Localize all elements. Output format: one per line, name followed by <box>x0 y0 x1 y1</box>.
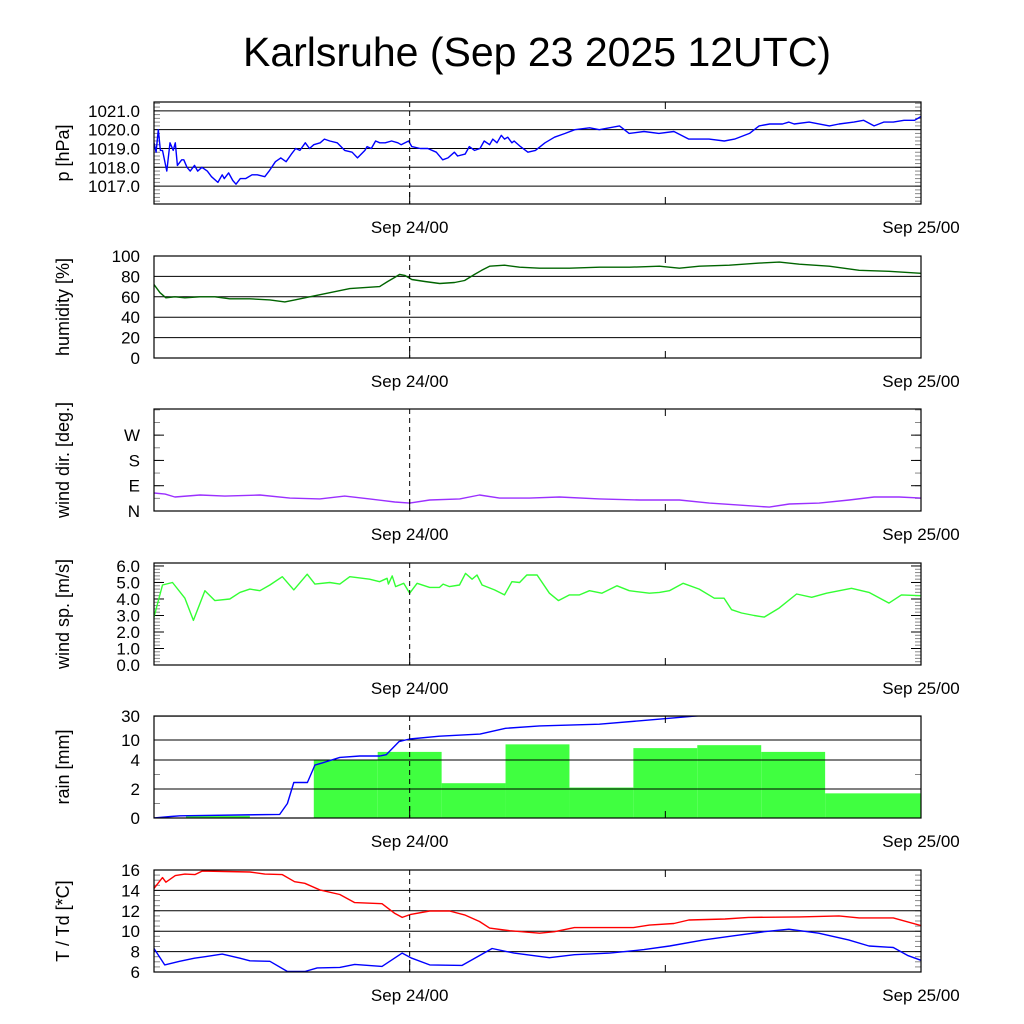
plot-frame <box>153 101 922 205</box>
y-tick-label: 2.0 <box>116 623 140 642</box>
chart-title: Karlsruhe (Sep 23 2025 12UTC) <box>243 29 831 75</box>
x-tick-label: Sep 25/00 <box>882 679 960 698</box>
y-axis-label: rain [mm] <box>53 729 73 804</box>
y-axis-label: p [hPa] <box>53 124 73 181</box>
y-axis-label: T / Td [*C] <box>53 880 73 961</box>
y-tick-label: 12 <box>121 902 140 921</box>
series-line-pressure <box>154 115 921 185</box>
y-tick-label: S <box>129 451 140 470</box>
y-tick-label: 4.0 <box>116 590 140 609</box>
y-tick-label: 10 <box>121 922 140 941</box>
y-axis-label: humidity [%] <box>53 258 73 356</box>
rain-bar <box>825 793 921 818</box>
plot-frame <box>153 562 922 666</box>
y-tick-label: 16 <box>121 861 140 880</box>
y-tick-label: 20 <box>121 329 140 348</box>
y-tick-label: 10 <box>121 731 140 750</box>
x-tick-label: Sep 24/00 <box>371 218 449 237</box>
rain-bar <box>761 751 826 818</box>
y-tick-label: 6.0 <box>116 557 140 576</box>
y-axis-label: wind sp. [m/s] <box>53 559 73 670</box>
y-tick-label: 1.0 <box>116 639 140 658</box>
rain-bar <box>633 748 698 818</box>
x-tick-label: Sep 25/00 <box>882 832 960 851</box>
x-tick-label: Sep 25/00 <box>882 986 960 1005</box>
series-line-wind-speed <box>154 572 921 622</box>
y-tick-label: N <box>128 502 140 521</box>
y-tick-label: 8 <box>131 943 140 962</box>
x-tick-label: Sep 25/00 <box>882 525 960 544</box>
x-tick-label: Sep 25/00 <box>882 372 960 391</box>
x-tick-label: Sep 24/00 <box>371 525 449 544</box>
y-tick-label: 14 <box>121 881 140 900</box>
y-tick-label: 0.0 <box>116 656 140 675</box>
plot-frame <box>153 715 922 819</box>
rain-bar <box>569 787 634 818</box>
plot-frame <box>153 408 922 512</box>
plot-frame <box>153 869 922 973</box>
series-line-humidity <box>154 261 921 303</box>
y-tick-label: 30 <box>121 707 140 726</box>
rain-bar <box>505 744 570 818</box>
y-tick-label: 1021.0 <box>88 102 140 121</box>
y-tick-label: 6 <box>131 963 140 982</box>
y-tick-label: 40 <box>121 308 140 327</box>
y-axis-label: wind dir. [deg.] <box>53 402 73 519</box>
x-tick-label: Sep 25/00 <box>882 218 960 237</box>
y-tick-label: E <box>129 477 140 496</box>
y-tick-label: 1019.0 <box>88 139 140 158</box>
y-tick-label: 4 <box>131 751 140 770</box>
series-line-t <box>154 870 921 934</box>
x-tick-label: Sep 24/00 <box>371 679 449 698</box>
rain-bar <box>441 783 506 818</box>
series-line-wind-direction <box>154 492 921 508</box>
x-tick-label: Sep 24/00 <box>371 372 449 391</box>
y-tick-label: 5.0 <box>116 573 140 592</box>
y-tick-label: 100 <box>112 247 140 266</box>
series-line-td <box>154 928 921 972</box>
x-tick-label: Sep 24/00 <box>371 986 449 1005</box>
y-tick-label: 60 <box>121 288 140 307</box>
y-tick-label: 3.0 <box>116 606 140 625</box>
plot-frame <box>153 255 922 359</box>
y-tick-label: 1018.0 <box>88 158 140 177</box>
rain-bar <box>697 745 762 818</box>
y-tick-label: 1020.0 <box>88 121 140 140</box>
rain-bar <box>185 815 250 818</box>
x-tick-label: Sep 24/00 <box>371 832 449 851</box>
panel-rain: 30 104 2 0 Sep 24/00 Sep 25/00 rain [mm] <box>53 707 960 851</box>
y-tick-label: 2 <box>131 780 140 799</box>
series-line-accumulated-rain <box>154 716 700 818</box>
panel-wind_speed: 6.05.04.03.02.01.00.0 Sep 24/00 Sep 25/00 w… <box>53 557 960 698</box>
y-tick-label: 0 <box>131 349 140 368</box>
y-tick-label: 1017.0 <box>88 177 140 196</box>
y-tick-label: W <box>124 426 140 445</box>
y-tick-label: 80 <box>121 267 140 286</box>
y-tick-label: 0 <box>131 809 140 828</box>
